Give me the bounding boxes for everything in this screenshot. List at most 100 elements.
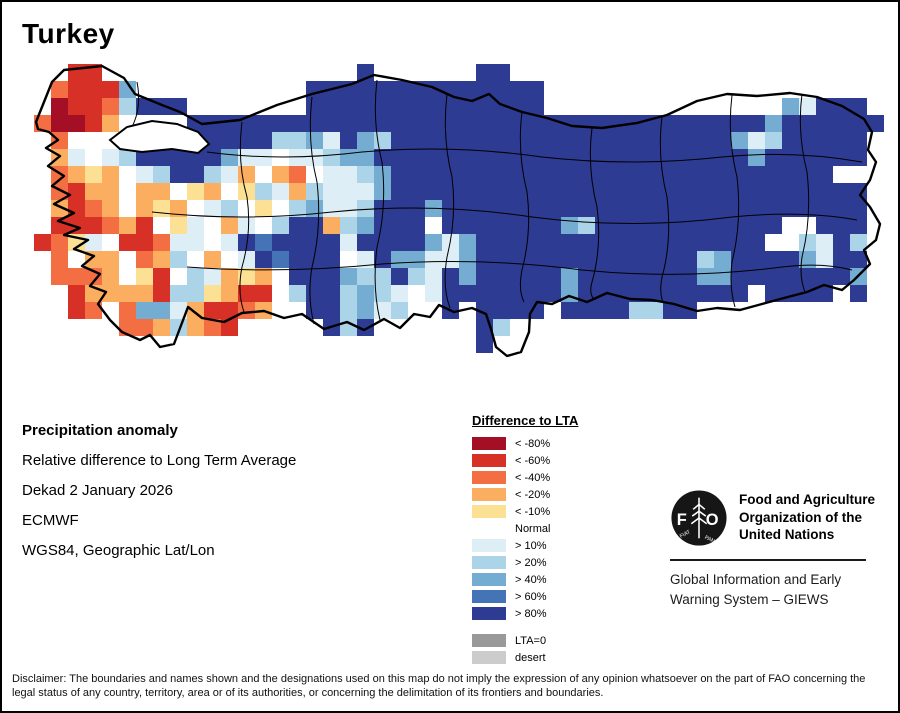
map-cell bbox=[765, 217, 782, 234]
map-cell bbox=[527, 251, 544, 268]
map-metadata-lines: Relative difference to Long Term Average… bbox=[22, 452, 296, 572]
map-cell bbox=[714, 183, 731, 200]
map-cell bbox=[425, 115, 442, 132]
map-cell bbox=[255, 302, 272, 319]
map-cell bbox=[136, 302, 153, 319]
map-cell bbox=[323, 166, 340, 183]
map-cell bbox=[340, 200, 357, 217]
map-cell bbox=[170, 217, 187, 234]
map-metadata-line: WGS84, Geographic Lat/Lon bbox=[22, 542, 215, 559]
map-cell bbox=[663, 302, 680, 319]
map-cell bbox=[340, 302, 357, 319]
map-cell bbox=[408, 98, 425, 115]
map-cell bbox=[459, 268, 476, 285]
map-cell bbox=[680, 166, 697, 183]
map-cell bbox=[697, 234, 714, 251]
legend-title: Difference to LTA bbox=[472, 413, 579, 428]
map-cell bbox=[612, 149, 629, 166]
map-cell bbox=[323, 319, 340, 336]
map-cell bbox=[289, 217, 306, 234]
map-cell bbox=[476, 166, 493, 183]
map-cell bbox=[629, 183, 646, 200]
map-cell bbox=[136, 285, 153, 302]
map-cell bbox=[170, 166, 187, 183]
map-cell bbox=[493, 64, 510, 81]
legend-row: > 60% bbox=[472, 588, 578, 605]
map-cell bbox=[408, 132, 425, 149]
map-cell bbox=[238, 268, 255, 285]
map-cell bbox=[408, 285, 425, 302]
map-cell bbox=[765, 268, 782, 285]
map-cell bbox=[612, 200, 629, 217]
map-cell bbox=[85, 302, 102, 319]
map-cell bbox=[595, 200, 612, 217]
map-cell bbox=[187, 319, 204, 336]
map-cell bbox=[340, 268, 357, 285]
map-cell bbox=[578, 115, 595, 132]
map-cell bbox=[476, 149, 493, 166]
map-cell bbox=[595, 115, 612, 132]
map-cell bbox=[527, 217, 544, 234]
map-cell bbox=[850, 183, 867, 200]
map-cell bbox=[238, 132, 255, 149]
map-cell bbox=[816, 98, 833, 115]
legend-swatch bbox=[472, 454, 506, 467]
map-cell bbox=[714, 166, 731, 183]
legend-row: < -60% bbox=[472, 452, 578, 469]
map-cell bbox=[85, 98, 102, 115]
map-cell bbox=[544, 149, 561, 166]
map-cell bbox=[425, 149, 442, 166]
map-cell bbox=[850, 285, 867, 302]
map-cell bbox=[561, 149, 578, 166]
map-cell bbox=[527, 166, 544, 183]
map-cell bbox=[442, 149, 459, 166]
map-cell bbox=[187, 251, 204, 268]
map-cell bbox=[680, 132, 697, 149]
map-cell bbox=[357, 285, 374, 302]
map-cell bbox=[323, 217, 340, 234]
map-cell bbox=[68, 166, 85, 183]
map-cell bbox=[459, 81, 476, 98]
map-cell bbox=[272, 183, 289, 200]
map-subject: Precipitation anomaly bbox=[22, 422, 178, 439]
map-cell bbox=[544, 268, 561, 285]
legend-label: > 40% bbox=[515, 573, 547, 586]
map-cell bbox=[323, 98, 340, 115]
map-cell bbox=[595, 183, 612, 200]
map-cell bbox=[663, 200, 680, 217]
map-cell bbox=[680, 268, 697, 285]
fao-org-name: Food and Agriculture Organization of the… bbox=[739, 492, 875, 543]
map-cell bbox=[119, 200, 136, 217]
map-cell bbox=[357, 166, 374, 183]
map-cell bbox=[221, 115, 238, 132]
map-cell bbox=[374, 98, 391, 115]
map-cell bbox=[170, 302, 187, 319]
map-cell bbox=[357, 217, 374, 234]
map-cell bbox=[850, 149, 867, 166]
map-cell bbox=[697, 115, 714, 132]
map-cell bbox=[306, 285, 323, 302]
map-cell bbox=[323, 115, 340, 132]
map-cell bbox=[442, 285, 459, 302]
map-cell bbox=[51, 166, 68, 183]
map-cell bbox=[425, 98, 442, 115]
map-cell bbox=[493, 98, 510, 115]
map-cell bbox=[68, 149, 85, 166]
map-cell bbox=[255, 234, 272, 251]
map-cell bbox=[187, 217, 204, 234]
map-cell bbox=[816, 200, 833, 217]
map-cell bbox=[595, 149, 612, 166]
map-cell bbox=[255, 251, 272, 268]
map-cell bbox=[102, 251, 119, 268]
map-cell bbox=[170, 234, 187, 251]
map-cell bbox=[527, 200, 544, 217]
legend-swatch bbox=[472, 634, 506, 647]
map-cell bbox=[102, 183, 119, 200]
map-cell bbox=[442, 200, 459, 217]
map-cell bbox=[51, 98, 68, 115]
map-cell bbox=[136, 319, 153, 336]
map-cell bbox=[595, 217, 612, 234]
map-cell bbox=[425, 81, 442, 98]
map-cell bbox=[255, 149, 272, 166]
map-cell bbox=[255, 115, 272, 132]
